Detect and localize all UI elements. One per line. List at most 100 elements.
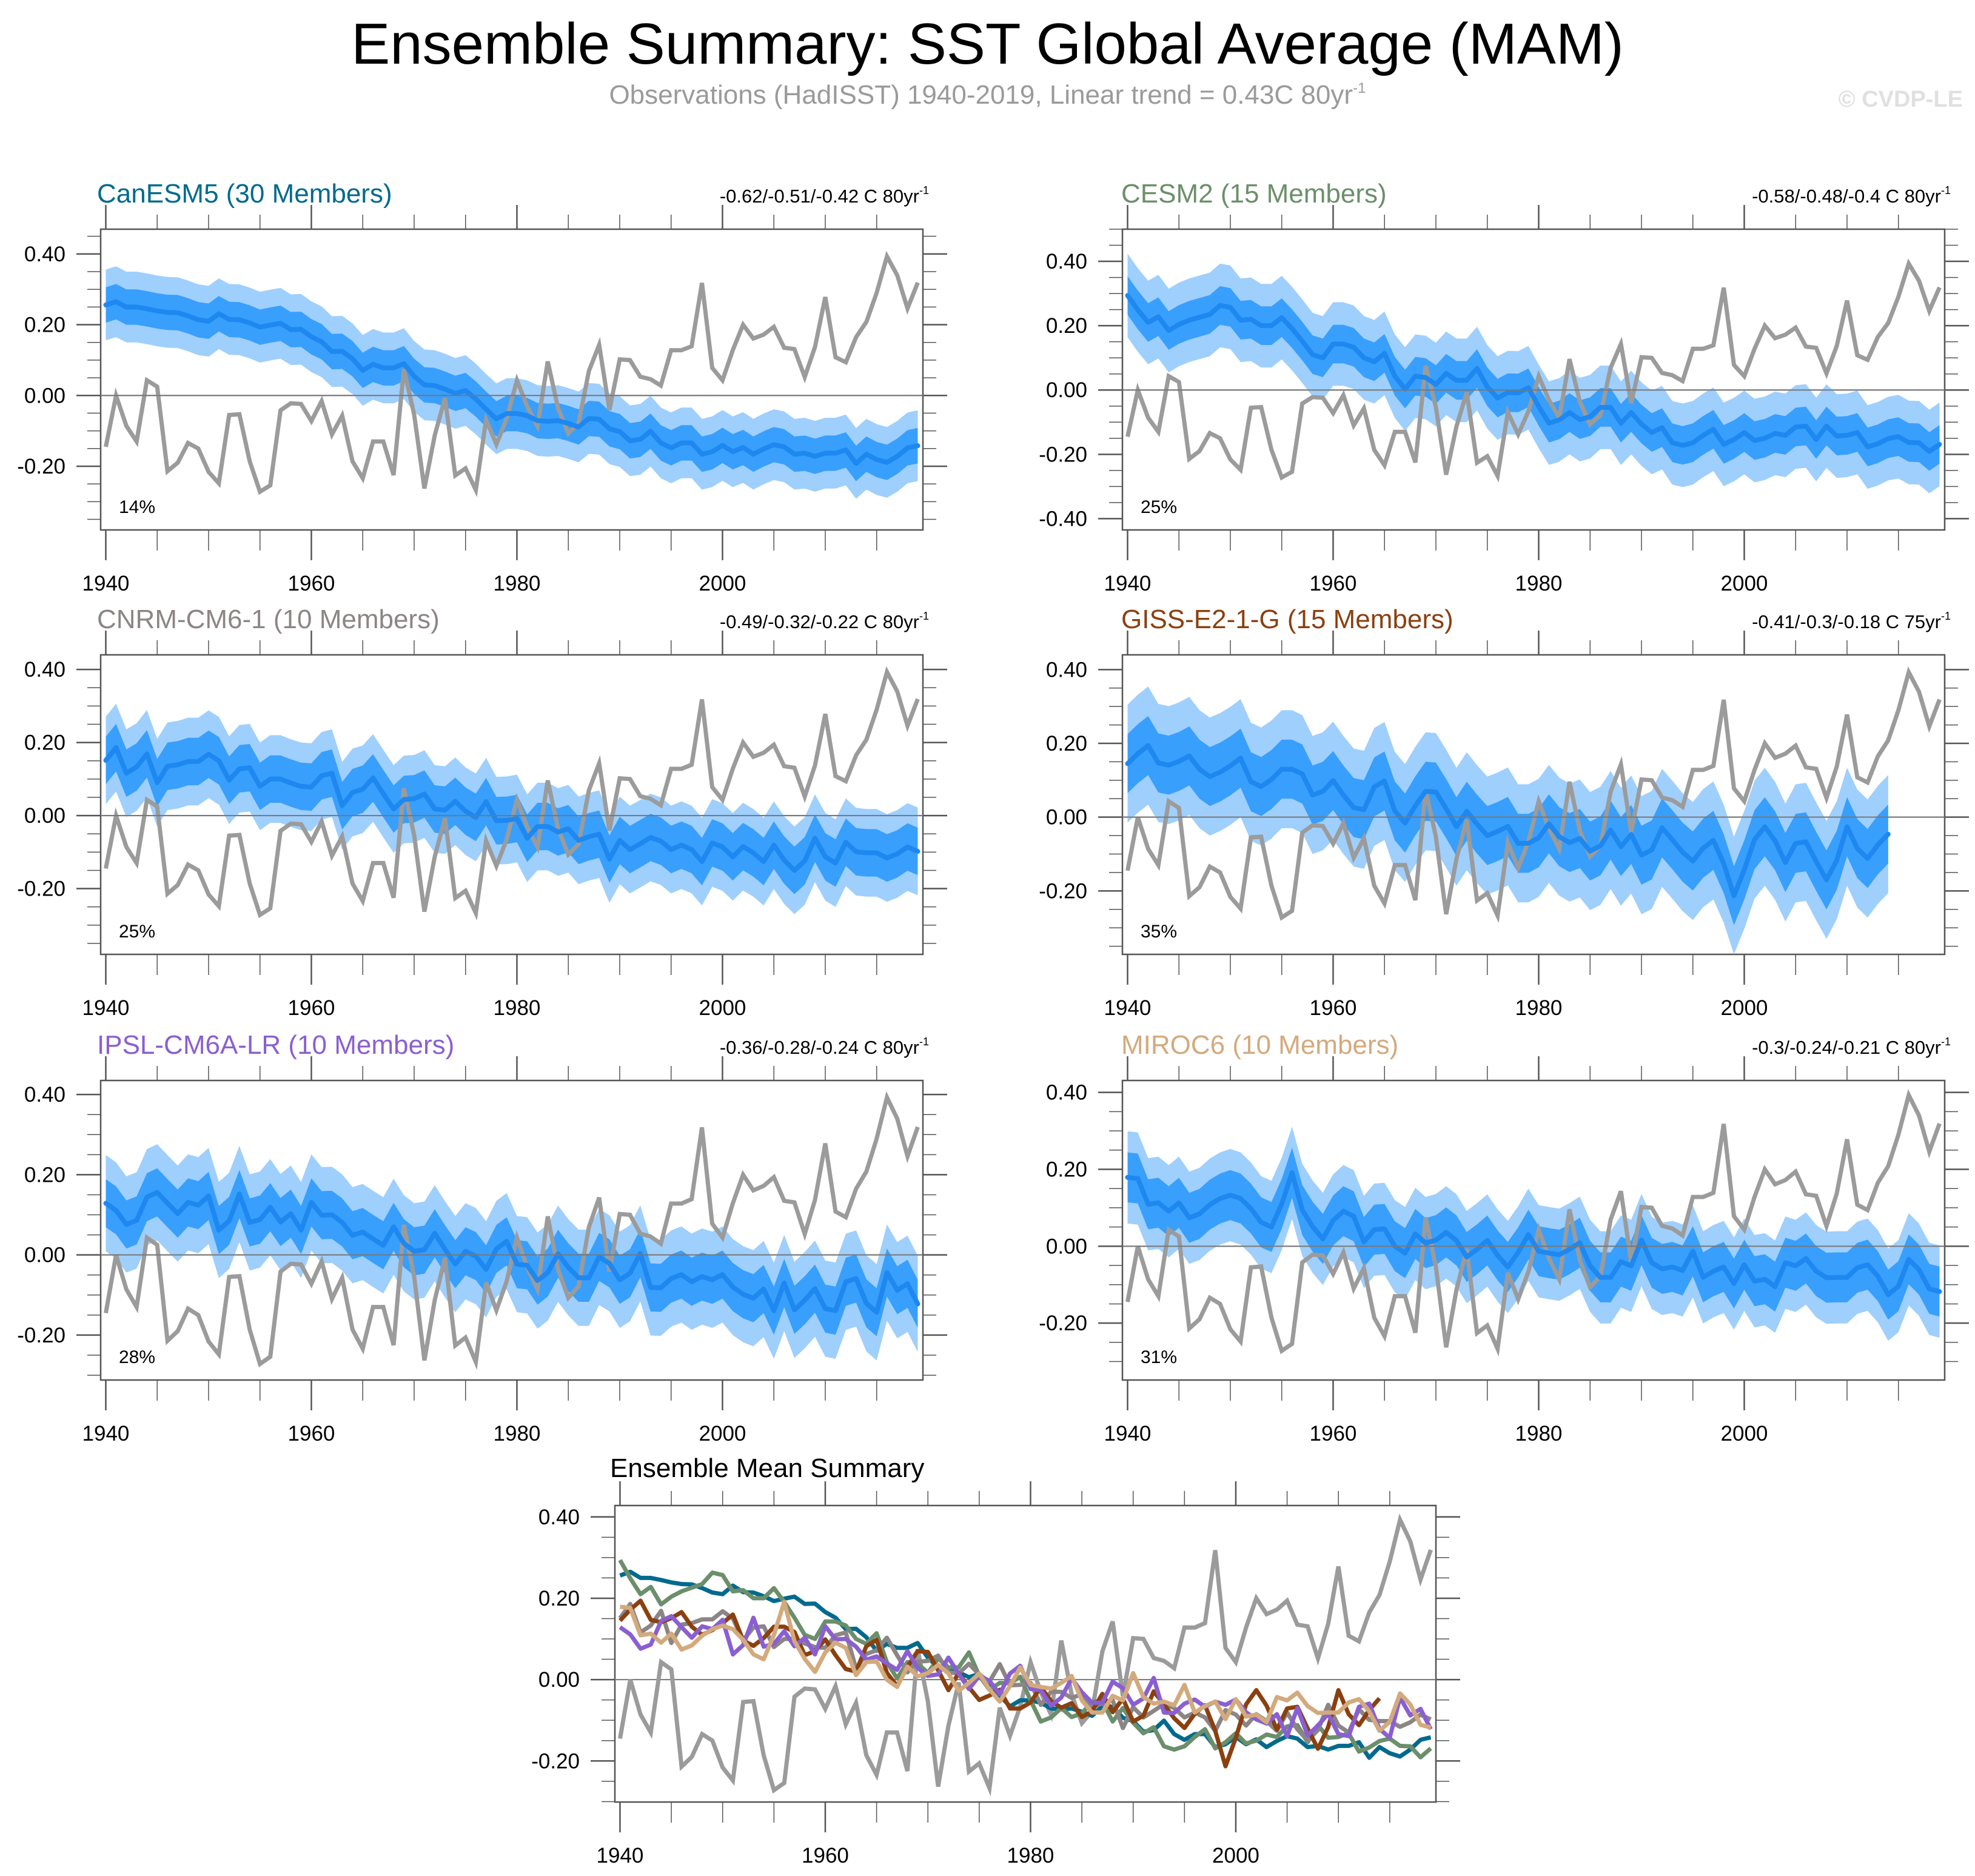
ensemble-mean-line	[1125, 1170, 1942, 1298]
x-tick-label: 2000	[1721, 996, 1768, 1020]
plot-area	[101, 1091, 923, 1370]
percent-label: 35%	[1141, 922, 1177, 942]
ensemble-mean-line	[1125, 743, 1891, 899]
x-tick-label: 1940	[1104, 572, 1152, 595]
observations-line	[104, 1091, 920, 1370]
trend-label: -0.58/-0.48/-0.4 C 80yr-1	[1752, 184, 1951, 207]
plot-area	[618, 1513, 1433, 1797]
x-tick-label: 1980	[494, 996, 541, 1020]
x-tick-label: 1980	[1515, 996, 1563, 1020]
trend-label: -0.36/-0.28/-0.24 C 80yr-1	[720, 1036, 929, 1058]
panel-ensemble-mean-summary: 1940 1960 1980 2000 -0.20 0.00 0.20 0.40 Ensembl…	[531, 1453, 1460, 1868]
trend-text: -0.3/-0.24/-0.21 C 80yr	[1752, 1037, 1941, 1058]
y-tick-label: 0.20	[1046, 1157, 1087, 1181]
trend-text: -0.41/-0.3/-0.18 C 75yr	[1752, 611, 1941, 632]
plot-area	[1122, 1089, 1945, 1357]
subtitle: Observations (HadISST) 1940-2019, Linear…	[0, 80, 1975, 110]
x-tick-label: 1960	[288, 1422, 335, 1446]
x-tick-label: 1960	[288, 572, 335, 595]
percent-label: 31%	[1141, 1347, 1177, 1367]
x-tick-label: 1980	[494, 1422, 541, 1446]
percent-label: 14%	[119, 497, 155, 517]
y-tick-label: 0.20	[24, 313, 65, 337]
ensemble-inner-band	[106, 723, 918, 894]
panel-title: MIROC6 (10 Members)	[1121, 1030, 1398, 1060]
x-tick-label: 1960	[802, 1844, 849, 1868]
y-tick-label: 0.20	[24, 1163, 65, 1187]
y-tick-label: -0.20	[17, 877, 65, 901]
x-tick-label: 1960	[288, 996, 335, 1020]
trend-label: -0.41/-0.3/-0.18 C 75yr-1	[1752, 610, 1951, 632]
y-tick-label: 0.40	[1046, 658, 1087, 682]
trend-superscript: -1	[919, 1036, 929, 1048]
trend-superscript: -1	[919, 184, 929, 196]
panel-cnrm-cm6-1: 1940 1960 1980 2000 -0.20 0.00 0.20 0.40 CNRM-CM…	[17, 605, 947, 1020]
plot-area	[1122, 253, 1945, 494]
x-tick-label: 1940	[82, 996, 130, 1020]
observations-line	[1125, 666, 1942, 923]
plot-area	[101, 666, 923, 921]
y-tick-label: -0.20	[1039, 1312, 1087, 1335]
x-tick-label: 1980	[1515, 572, 1563, 595]
y-tick-label: 0.00	[24, 1244, 65, 1267]
panel-ipsl-cm6a-lr: 1940 1960 1980 2000 -0.20 0.00 0.20 0.40 IPSL-CM…	[17, 1030, 947, 1446]
plot-area	[101, 250, 923, 499]
main-title: Ensemble Summary: SST Global Average (MA…	[351, 12, 1624, 76]
observations-line	[1125, 1089, 1942, 1357]
y-tick-label: 0.00	[24, 384, 65, 407]
panel-title: CESM2 (15 Members)	[1121, 179, 1387, 209]
x-tick-label: 2000	[1212, 1844, 1259, 1868]
x-tick-label: 1940	[597, 1844, 644, 1868]
x-tick-label: 1960	[1310, 572, 1357, 595]
panel-title: CNRM-CM6-1 (10 Members)	[97, 605, 440, 634]
panel-title: IPSL-CM6A-LR (10 Members)	[97, 1030, 454, 1060]
y-tick-label: -0.20	[1039, 879, 1087, 903]
plot-frame	[1121, 654, 1946, 956]
watermark: © CVDP-LE	[1838, 87, 1963, 112]
y-tick-label: -0.20	[17, 1324, 65, 1347]
y-tick-label: 0.40	[1046, 1081, 1087, 1105]
trend-superscript: -1	[1941, 610, 1951, 622]
x-tick-label: 2000	[699, 1422, 746, 1446]
ensemble-inner-band	[1127, 276, 1940, 471]
x-tick-label: 1960	[1310, 996, 1357, 1020]
y-tick-label: 0.00	[1046, 1234, 1087, 1258]
x-tick-label: 1960	[1310, 1422, 1357, 1446]
x-tick-label: 1940	[82, 572, 130, 595]
panel-title: CanESM5 (30 Members)	[97, 179, 392, 209]
plot-frame	[614, 1504, 1437, 1803]
x-tick-label: 1940	[1104, 1422, 1152, 1446]
panel-miroc6: 1940 1960 1980 2000 -0.20 0.00 0.20 0.40 MIROC6 …	[1039, 1030, 1969, 1446]
trend-superscript: -1	[1941, 1036, 1951, 1048]
y-tick-label: 0.00	[538, 1668, 580, 1692]
x-tick-label: 2000	[1721, 572, 1768, 595]
trend-text: -0.49/-0.32/-0.22 C 80yr	[720, 611, 919, 632]
summary-line-canesm5	[619, 1569, 1432, 1760]
y-tick-label: 0.00	[1046, 378, 1087, 402]
y-tick-label: 0.40	[24, 658, 65, 682]
observations-line	[104, 250, 920, 497]
y-tick-label: 0.20	[1046, 732, 1087, 755]
ensemble-mean-line	[103, 1190, 920, 1315]
y-tick-label: 0.20	[538, 1587, 580, 1610]
y-tick-label: 0.40	[1046, 250, 1087, 273]
ensemble-inner-band	[1127, 716, 1888, 925]
trend-label: -0.3/-0.24/-0.21 C 80yr-1	[1752, 1036, 1951, 1058]
summary-line-miroc6	[620, 1600, 1432, 1734]
plot-frame	[1121, 1079, 1946, 1381]
summary-title: Ensemble Mean Summary	[610, 1453, 924, 1483]
y-tick-label: -0.20	[1039, 443, 1087, 466]
panel-canesm5: 1940 1960 1980 2000 -0.20 0.00 0.20 0.40 CanESM5…	[17, 179, 947, 595]
trend-text: -0.36/-0.28/-0.24 C 80yr	[720, 1037, 919, 1058]
observations-line	[618, 1513, 1433, 1797]
trend-text: -0.58/-0.48/-0.4 C 80yr	[1752, 186, 1941, 207]
subtitle-text: Observations (HadISST) 1940-2019, Linear…	[609, 80, 1353, 110]
trend-label: -0.49/-0.32/-0.22 C 80yr-1	[720, 610, 929, 632]
trend-label: -0.62/-0.51/-0.42 C 80yr-1	[720, 184, 929, 207]
ensemble-mean-line	[103, 745, 920, 873]
x-tick-label: 1980	[1515, 1422, 1563, 1446]
trend-superscript: -1	[919, 610, 929, 622]
y-tick-label: 0.00	[1046, 806, 1087, 829]
x-tick-label: 1980	[494, 572, 541, 595]
